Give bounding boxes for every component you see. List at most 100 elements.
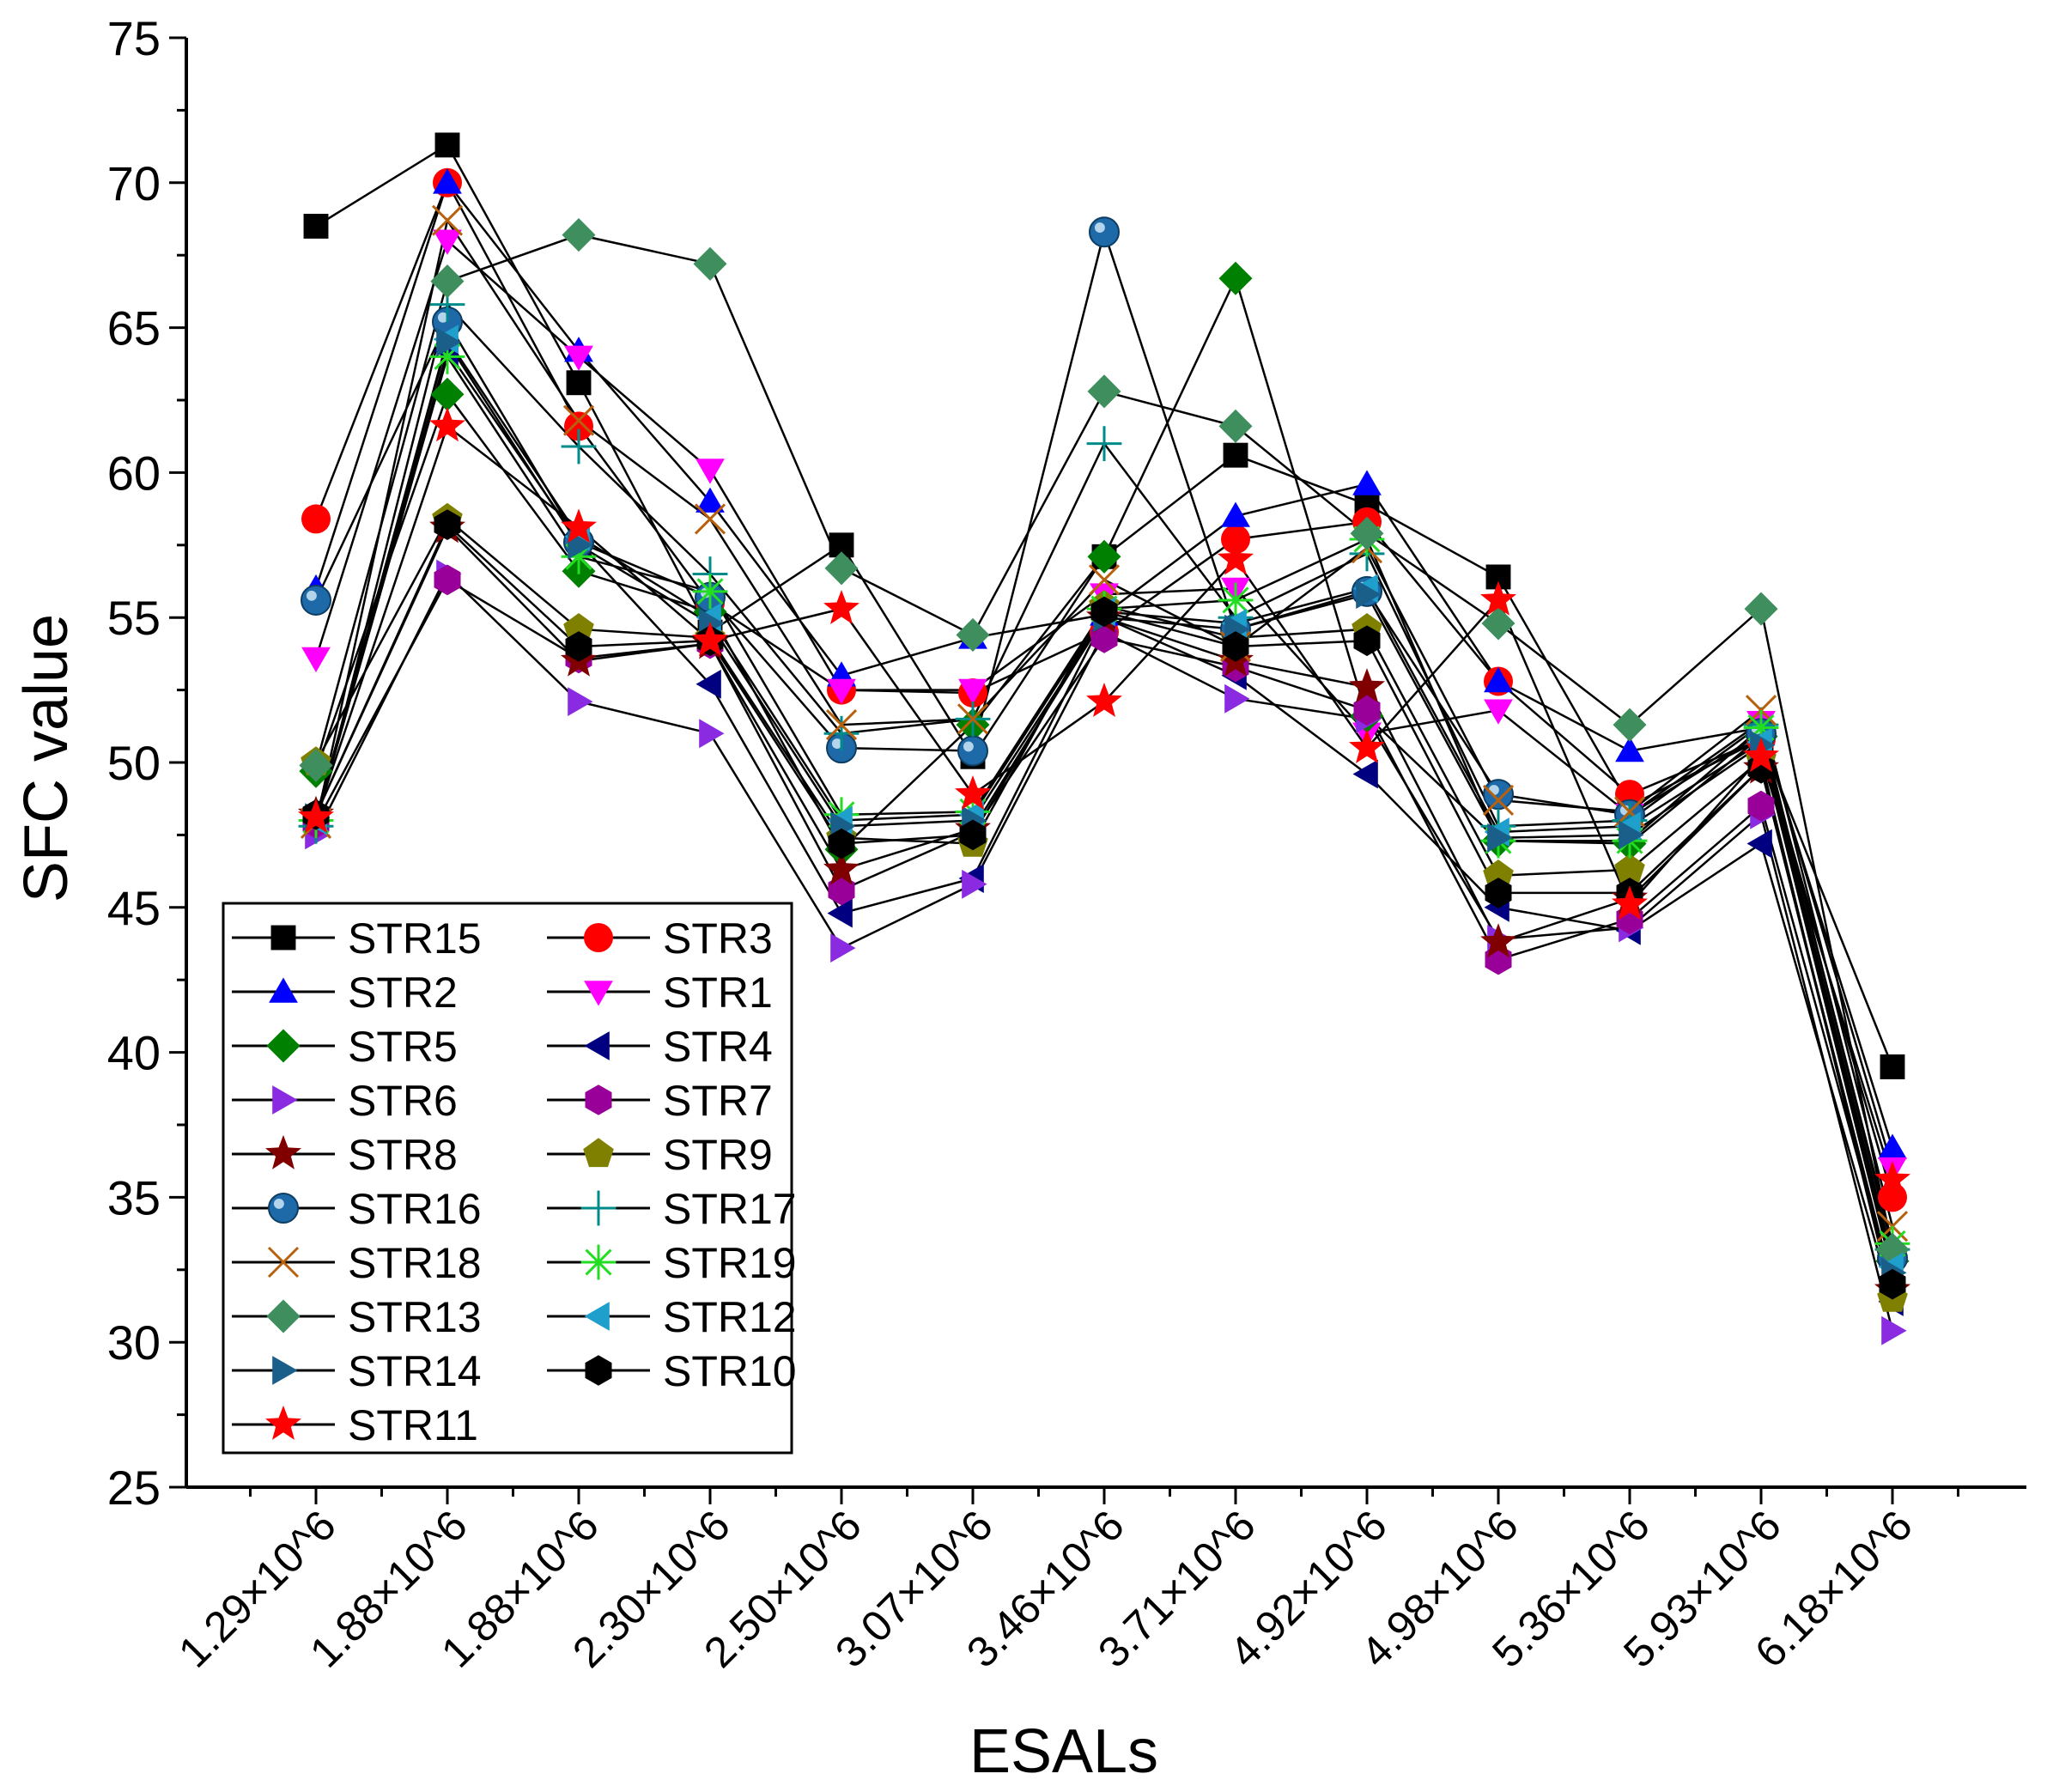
- legend-item-str5: STR5: [232, 1023, 458, 1071]
- data-point-str13: [1481, 606, 1516, 641]
- y-tick-label: 40: [107, 1026, 161, 1080]
- legend-label: STR13: [348, 1293, 482, 1341]
- data-point-str11: [561, 508, 597, 544]
- legend-label: STR12: [663, 1293, 797, 1341]
- y-tick-label: 45: [107, 881, 161, 935]
- data-point-str7: [1353, 695, 1381, 726]
- legend-label: STR16: [348, 1185, 482, 1233]
- legend-item-str13: STR13: [232, 1293, 482, 1341]
- data-point-str9: [1483, 860, 1514, 889]
- legend-item-str9: STR9: [547, 1131, 773, 1179]
- data-point-str8: [823, 850, 859, 885]
- legend-item-str1: STR1: [547, 969, 773, 1017]
- data-point-str15: [566, 370, 592, 396]
- data-point-str2: [1484, 666, 1513, 693]
- legend-label: STR3: [663, 914, 773, 963]
- data-point-str6: [830, 933, 856, 963]
- data-point-str17: [1086, 426, 1122, 462]
- legend-marker-str3: [584, 923, 613, 952]
- data-point-str9: [1614, 853, 1645, 883]
- data-point-str7: [1747, 790, 1775, 822]
- y-tick-label: 60: [107, 446, 161, 500]
- legend-box: [222, 902, 793, 1455]
- legend-item-str18: STR18: [232, 1239, 482, 1287]
- data-point-str1: [695, 459, 725, 484]
- data-point-str6: [699, 719, 725, 749]
- legend-marker-str11: [265, 1405, 301, 1440]
- legend-marker-str15: [270, 925, 296, 951]
- legend-item-str11: STR11: [232, 1401, 478, 1449]
- data-point-str7: [1090, 623, 1118, 653]
- data-point-str10: [1485, 878, 1512, 908]
- data-point-str13: [562, 218, 596, 252]
- legend-item-str4: STR4: [547, 1023, 773, 1071]
- legend-label: STR19: [663, 1239, 797, 1287]
- axes-frame: [169, 36, 2026, 1504]
- data-point-str10: [565, 631, 592, 662]
- data-point-str13: [430, 264, 465, 299]
- data-point-str3: [301, 504, 331, 534]
- data-point-str11: [1480, 580, 1516, 616]
- legend-marker-str16: [268, 1193, 299, 1224]
- data-point-str2: [433, 168, 462, 194]
- data-point-str3: [1221, 525, 1250, 555]
- data-point-str9: [563, 613, 594, 642]
- data-point-str16: [1483, 779, 1514, 811]
- legend-item-str17: STR17: [547, 1185, 797, 1233]
- data-point-str1: [564, 345, 593, 371]
- data-point-str14: [1356, 580, 1382, 610]
- y-tick-label: 70: [107, 156, 161, 210]
- data-point-str18: [825, 709, 858, 741]
- legend-marker-str19: [580, 1244, 617, 1280]
- legend-item-str10: STR10: [547, 1347, 797, 1395]
- legend-item-str12: STR12: [547, 1293, 797, 1341]
- data-point-str11: [1743, 738, 1779, 773]
- data-point-str14: [1619, 820, 1644, 850]
- data-point-str18: [694, 503, 726, 535]
- legend-item-str19: STR19: [547, 1239, 797, 1287]
- data-point-str2: [1615, 736, 1644, 762]
- data-point-str17: [561, 428, 597, 465]
- data-point-str13: [1744, 592, 1778, 626]
- legend-item-str8: STR8: [232, 1131, 458, 1179]
- legend-marker-str12: [584, 1302, 610, 1331]
- legend-item-str2: STR2: [232, 969, 458, 1017]
- data-point-str2: [1221, 501, 1250, 527]
- legend-label: STR17: [663, 1185, 797, 1233]
- legend-marker-str2: [269, 977, 298, 1003]
- legend-label: STR2: [348, 969, 458, 1017]
- data-point-str10: [1222, 631, 1249, 662]
- data-point-str19: [1218, 582, 1254, 618]
- data-point-str13: [956, 617, 990, 652]
- data-point-str11: [692, 622, 728, 657]
- data-point-str6: [568, 687, 593, 716]
- data-point-str11: [1086, 683, 1122, 717]
- legend-marker-str5: [266, 1029, 301, 1063]
- data-point-str7: [828, 874, 855, 906]
- data-point-str15: [303, 213, 329, 239]
- legend-label: STR7: [663, 1077, 773, 1125]
- legend-label: STR10: [663, 1347, 797, 1395]
- data-point-str15: [434, 132, 460, 158]
- y-tick-label: 75: [107, 11, 161, 65]
- data-point-str13: [1218, 409, 1253, 443]
- data-point-str7: [434, 564, 461, 596]
- data-point-str13: [1613, 708, 1647, 742]
- data-point-str6: [962, 869, 987, 899]
- data-point-str13: [693, 246, 727, 281]
- data-point-str2: [1352, 470, 1382, 495]
- legend-marker-str9: [583, 1138, 614, 1168]
- legend-item-str15: STR15: [232, 914, 482, 963]
- data-point-str10: [1353, 625, 1381, 657]
- legend-marker-str17: [580, 1190, 617, 1226]
- y-tick-label: 55: [107, 591, 161, 645]
- data-point-str1: [1484, 699, 1513, 725]
- legend-label: STR18: [348, 1239, 482, 1287]
- data-point-str11: [429, 407, 465, 442]
- legend-label: STR4: [663, 1023, 773, 1071]
- legend-marker-str6: [272, 1085, 298, 1115]
- data-point-str11: [823, 590, 859, 624]
- data-point-str13: [824, 551, 859, 586]
- data-point-str13: [1350, 516, 1384, 550]
- data-point-str10: [828, 828, 855, 860]
